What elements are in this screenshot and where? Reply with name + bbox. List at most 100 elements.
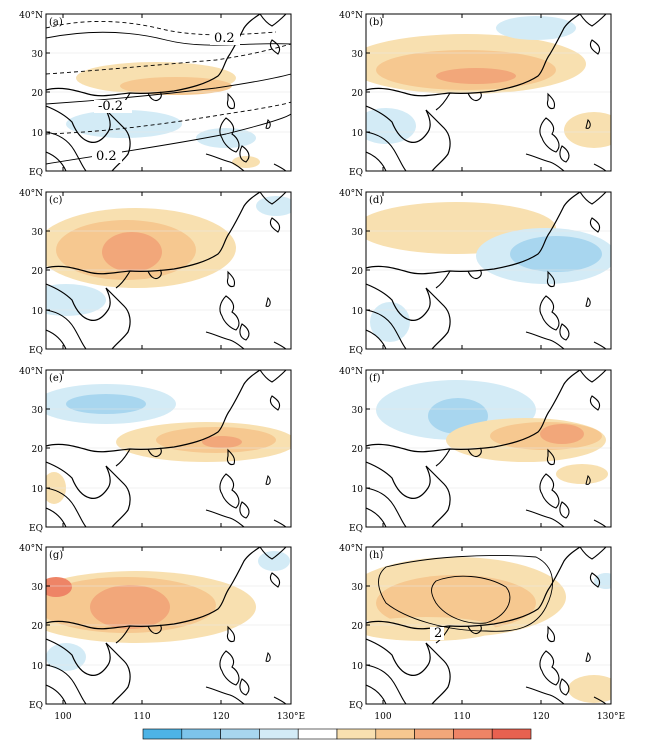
panel-h: 2 (h) 40°N 30 20 10 EQ 100 110 120 130°E — [339, 544, 625, 722]
panels-layer: 0.2 -0.2 0.2 (a) 40°N 30 20 10 EQ (b) 40°N 30 20 10 EQ… — [19, 11, 625, 722]
lon-tick-label: 110 — [453, 712, 470, 722]
contour-line — [431, 575, 511, 624]
lat-tick-label: 20 — [32, 89, 44, 99]
anomaly-shading — [46, 384, 291, 504]
panel-e: (e) 40°N 30 20 10 EQ — [19, 367, 292, 534]
lat-tick-label: EQ — [349, 524, 363, 534]
lat-tick-label: 30 — [352, 406, 364, 416]
lat-tick-label: 30 — [32, 228, 44, 238]
anomaly-patch — [436, 68, 516, 84]
lon-tick-label: 100 — [54, 712, 71, 722]
lat-tick-label: 40°N — [339, 367, 363, 377]
anomaly-patch — [202, 436, 242, 448]
anomaly-patch — [256, 196, 291, 216]
contour-label: 2 — [434, 626, 442, 641]
colorbar — [142, 728, 532, 740]
contour-line — [46, 113, 291, 165]
lat-tick-label: 40°N — [339, 189, 363, 199]
panel-label: (h) — [369, 550, 383, 561]
lat-tick-label: 40°N — [19, 544, 43, 554]
anomaly-patch — [366, 108, 416, 144]
lat-tick-label: EQ — [29, 168, 43, 178]
lat-tick-label: 20 — [352, 445, 364, 455]
colorbar-segment — [220, 728, 260, 740]
lon-tick-label: 120 — [212, 712, 229, 722]
contour-label-bg — [430, 627, 444, 640]
panel-c: (c) 40°N 30 20 10 EQ — [19, 189, 292, 356]
anomaly-patch — [66, 110, 182, 138]
anomaly-patch — [556, 464, 608, 484]
lat-tick-label: EQ — [349, 346, 363, 356]
panel-label: (c) — [49, 195, 63, 206]
anomaly-patch — [496, 16, 576, 40]
lon-tick-label: 100 — [374, 712, 391, 722]
lat-tick-label: 30 — [352, 50, 364, 60]
lat-tick-label: EQ — [29, 701, 43, 711]
lat-tick-label: 10 — [32, 129, 44, 139]
panel-f: (f) 40°N 30 20 10 EQ — [339, 367, 612, 534]
anomaly-shading — [366, 16, 611, 148]
contour-label-bg — [92, 150, 122, 163]
lat-tick-label: 10 — [32, 485, 44, 495]
lat-tick-label: 30 — [32, 50, 44, 60]
anomaly-shading — [366, 380, 611, 489]
lat-tick-label: 40°N — [339, 544, 363, 554]
panel-label: (f) — [369, 373, 381, 384]
anomaly-patch — [46, 577, 72, 597]
contour-label: 0.2 — [214, 31, 235, 46]
panel-label: (g) — [49, 550, 63, 561]
anomaly-patch — [258, 551, 290, 571]
colorbar-segment — [297, 728, 338, 740]
contour-line — [378, 555, 553, 632]
lat-tick-label: EQ — [349, 701, 363, 711]
contour-line — [46, 43, 291, 75]
lat-tick-label: 20 — [32, 267, 44, 277]
lat-tick-label: 30 — [32, 406, 44, 416]
lat-tick-label: 10 — [352, 485, 364, 495]
lat-tick-label: 40°N — [19, 367, 43, 377]
lat-tick-label: 40°N — [19, 11, 43, 21]
lat-tick-label: 40°N — [339, 11, 363, 21]
lat-tick-label: 20 — [32, 445, 44, 455]
colorbar-segment — [142, 728, 183, 740]
panel-label: (e) — [49, 373, 63, 384]
contour-line — [46, 101, 291, 135]
colorbar-segment — [453, 728, 493, 740]
colorbar-segment — [414, 728, 454, 740]
lat-tick-label: 30 — [352, 228, 364, 238]
panel-a: 0.2 -0.2 0.2 (a) 40°N 30 20 10 EQ — [19, 11, 292, 178]
lon-tick-label: 120 — [532, 712, 549, 722]
lon-tick-label: 110 — [133, 712, 150, 722]
anomaly-shading — [46, 196, 291, 316]
lat-tick-label: 30 — [352, 583, 364, 593]
contour-lines — [378, 555, 553, 632]
panel-g: (g) 40°N 30 20 10 EQ 100 110 120 130°E — [19, 544, 305, 722]
contour-lines — [46, 21, 291, 165]
lon-tick-label: 130°E — [277, 712, 305, 722]
colorbar-segment — [375, 728, 415, 740]
anomaly-patch — [376, 575, 536, 631]
lat-tick-label: 20 — [32, 622, 44, 632]
anomaly-patch — [66, 394, 146, 414]
anomaly-patch — [196, 128, 256, 148]
anomaly-patch — [568, 675, 611, 703]
panel-b: (b) 40°N 30 20 10 EQ — [339, 11, 612, 178]
contour-label: 0.2 — [96, 149, 117, 164]
panel-d: (d) 40°N 30 20 10 EQ — [339, 189, 612, 356]
lon-tick-label: 130°E — [597, 712, 625, 722]
panel-label: (d) — [369, 195, 383, 206]
anomaly-patch — [120, 77, 232, 95]
lat-tick-label: 10 — [352, 307, 364, 317]
anomaly-patch — [102, 232, 162, 272]
contour-label-bg — [94, 100, 132, 113]
contour-label-bg — [210, 32, 240, 45]
lat-tick-label: 40°N — [19, 189, 43, 199]
lat-tick-label: 10 — [32, 307, 44, 317]
lat-tick-label: EQ — [29, 524, 43, 534]
panel-label: (b) — [369, 17, 383, 28]
lat-tick-label: EQ — [349, 168, 363, 178]
anomaly-patch — [594, 573, 611, 589]
contour-line — [46, 73, 291, 105]
colorbar-segment — [181, 728, 221, 740]
